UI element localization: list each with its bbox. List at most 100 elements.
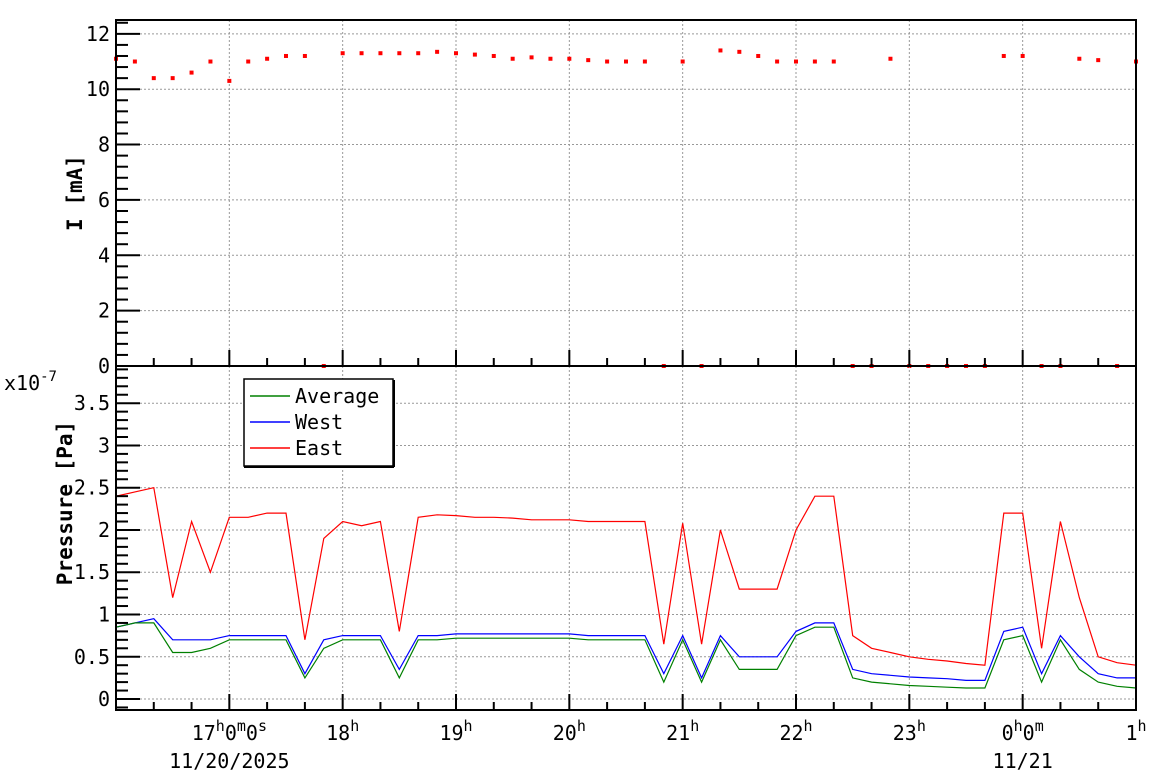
tick-unit: h <box>690 717 699 735</box>
y-tick-label: 1 <box>98 602 110 626</box>
data-point <box>624 59 628 64</box>
tick-unit: m <box>237 717 246 735</box>
data-point <box>1077 56 1082 61</box>
tick-value: 0 <box>246 721 258 745</box>
series-line-east <box>115 486 1137 666</box>
y-tick-label: 3 <box>98 433 110 457</box>
y-tick-label: 1.5 <box>74 560 110 584</box>
tick-value: 0 <box>1002 721 1014 745</box>
data-point <box>510 56 515 61</box>
data-point <box>831 59 836 64</box>
data-point <box>605 59 610 64</box>
data-point <box>491 53 496 58</box>
data-point <box>340 51 345 56</box>
tick-unit: s <box>258 717 267 735</box>
series-line-west <box>115 618 1136 681</box>
data-point <box>642 59 647 64</box>
x-tick-label: 17h0m0s <box>192 717 267 745</box>
tick-value: 0 <box>1023 721 1035 745</box>
data-point <box>472 52 477 57</box>
data-point <box>586 58 591 63</box>
legend-label-west: West <box>295 410 343 434</box>
x-tick-label: 19h <box>439 717 472 745</box>
y-tick-label: 2 <box>98 518 110 542</box>
data-point <box>529 55 534 60</box>
data-point <box>756 53 761 58</box>
data-point <box>359 51 364 56</box>
data-point <box>416 51 421 56</box>
exponent-power: -7 <box>40 369 57 385</box>
tick-unit: h <box>1138 717 1147 735</box>
y-tick-label: 0.5 <box>74 645 110 669</box>
tick-unit: h <box>577 717 586 735</box>
y-axis-title-pressure: Pressure [Pa] <box>53 421 77 585</box>
legend-label-east: East <box>295 436 343 460</box>
data-point <box>397 51 402 56</box>
tick-value: 1 <box>1125 721 1137 745</box>
data-point <box>794 59 798 64</box>
legend-label-average: Average <box>295 384 379 408</box>
data-point <box>151 76 156 81</box>
data-point <box>888 56 893 61</box>
data-point <box>378 51 383 56</box>
data-point <box>737 49 742 54</box>
tick-unit: h <box>350 717 359 735</box>
top-panel: 0 2 4 6 8 10 12 I [mA] <box>63 19 1138 378</box>
data-point <box>718 48 723 53</box>
x-tick-label: 21h <box>666 717 699 745</box>
tick-value: 19 <box>439 721 463 745</box>
data-point <box>1096 58 1101 63</box>
data-point <box>208 59 213 64</box>
tick-value: 17 <box>192 721 216 745</box>
x-tick-label: 23h <box>893 717 926 745</box>
exponent-base: x10 <box>4 371 40 395</box>
data-point <box>227 78 232 83</box>
data-point <box>680 59 685 64</box>
data-point <box>246 59 251 64</box>
y-tick-label: 0 <box>98 354 110 378</box>
data-point <box>132 59 137 64</box>
y-tick-label: 12 <box>86 22 110 46</box>
tick-value: 22 <box>779 721 803 745</box>
data-point <box>1020 53 1025 58</box>
x-date-label: 11/20/2025 <box>169 749 289 773</box>
data-point <box>284 53 288 58</box>
y-tick-label: 0 <box>98 687 110 711</box>
tick-unit: m <box>1035 717 1044 735</box>
tick-value: 18 <box>326 721 350 745</box>
y-scale-exponent: x10-7 <box>4 369 57 395</box>
y-tick-label: 4 <box>98 243 110 267</box>
x-tick-label: 20h <box>553 717 586 745</box>
y-tick-label: 2.5 <box>74 476 110 500</box>
tick-unit: h <box>464 717 473 735</box>
data-point <box>265 56 270 61</box>
x-tick-label: 18h <box>326 717 359 745</box>
y-tick-label: 8 <box>98 133 110 157</box>
data-point <box>170 76 175 81</box>
data-point <box>812 59 817 64</box>
x-date-label: 11/21 <box>993 749 1053 773</box>
y-axis-title-current: I [mA] <box>63 155 87 231</box>
y-tick-label: 6 <box>98 188 110 212</box>
bottom-panel: 0 0.5 1 1.5 2 2.5 3 3.5 Pressure [Pa] <box>53 365 1137 711</box>
series-line-average <box>115 622 1137 689</box>
tick-value: 23 <box>893 721 917 745</box>
y-tick-label: 3.5 <box>74 391 110 415</box>
tick-value: 0 <box>225 721 237 745</box>
top-frame <box>115 19 1137 367</box>
data-point <box>189 70 194 75</box>
tick-value: 20 <box>553 721 577 745</box>
tick-value: 21 <box>666 721 690 745</box>
x-tick-label: 1h <box>1125 717 1146 745</box>
x-tick-label: 0h0m <box>1002 717 1044 745</box>
y-tick-label: 2 <box>98 299 110 323</box>
data-point <box>548 56 553 61</box>
tick-unit: h <box>804 717 813 735</box>
data-point <box>567 56 572 61</box>
tick-unit: h <box>917 717 926 735</box>
tick-unit: h <box>1014 717 1023 735</box>
y-tick-label: 10 <box>86 77 110 101</box>
data-point <box>454 51 458 56</box>
